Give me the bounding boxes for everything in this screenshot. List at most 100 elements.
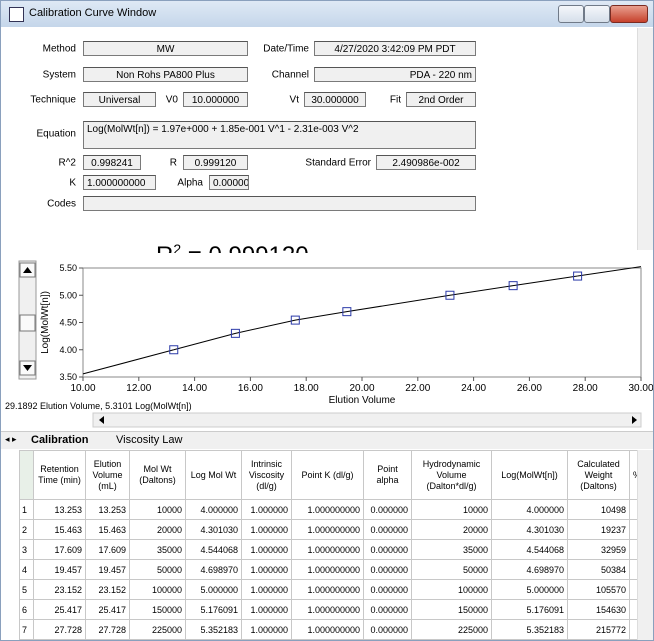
- form-panel: R2 = 0.999120 MethodMWDate/Time4/27/2020…: [1, 28, 637, 269]
- row-number: 2: [19, 519, 34, 540]
- close-button[interactable]: [610, 5, 648, 23]
- cell: 35000: [411, 539, 492, 560]
- y-tick-label: 3.50: [59, 372, 77, 382]
- field-value: 4/27/2020 3:42:09 PM PDT: [314, 41, 476, 56]
- data-point: [230, 328, 240, 338]
- tab-nav[interactable]: ◂ ▸: [5, 434, 17, 444]
- field-label: Vt: [289, 94, 299, 106]
- column-header: Point alpha: [363, 450, 412, 500]
- cell: 1.000000: [241, 579, 292, 600]
- cell: 225000: [411, 619, 492, 640]
- cell: 1.000000: [241, 559, 292, 580]
- field-label: V0: [165, 94, 178, 106]
- field-value: 2.490986e-002: [376, 155, 476, 170]
- app-icon: [9, 7, 24, 22]
- form-scrollbar[interactable]: [637, 28, 653, 250]
- row-number: 4: [19, 559, 34, 580]
- column-header: Point K (dl/g): [291, 450, 364, 500]
- x-tick-label: 30.00: [628, 383, 653, 394]
- y-tick-label: 4.50: [59, 318, 77, 328]
- cell: 1.000000000: [291, 539, 364, 560]
- minimize-button[interactable]: [558, 5, 584, 23]
- data-point: [342, 307, 352, 317]
- x-tick-label: 18.00: [294, 383, 319, 394]
- cell: 10498: [567, 499, 630, 520]
- cell: 100000: [129, 579, 186, 600]
- y-tick-label: 4.00: [59, 345, 77, 355]
- field-value: 10.000000: [183, 92, 248, 107]
- cell: 1.000000000: [291, 619, 364, 640]
- row-number: 5: [19, 579, 34, 600]
- cell: 27.728: [33, 619, 86, 640]
- field-value: 0.999120: [183, 155, 248, 170]
- field-label: Method: [42, 43, 76, 55]
- cell: 4.000000: [491, 499, 568, 520]
- field-value: 1.000000000: [83, 175, 156, 190]
- table-row: 6 25.417 25.417 150000 5.176091 1.000000 1.000…: [19, 599, 646, 620]
- column-header: Elution Volume (mL): [85, 450, 130, 500]
- cell: 10000: [129, 499, 186, 520]
- cell: 25.417: [85, 599, 130, 620]
- field-value: [83, 196, 476, 211]
- cell: 1.000000: [241, 499, 292, 520]
- row-number: 6: [19, 599, 34, 620]
- data-point: [508, 281, 518, 291]
- cell: 4.000000: [185, 499, 242, 520]
- cell: 5.176091: [491, 599, 568, 620]
- cell: 50000: [129, 559, 186, 580]
- field-label: R^2: [58, 157, 76, 169]
- cell: 1.000000: [241, 599, 292, 620]
- cell: 20000: [411, 519, 492, 540]
- column-header: Log Mol Wt: [185, 450, 242, 500]
- field-label: System: [42, 69, 76, 81]
- x-tick-label: 28.00: [573, 383, 598, 394]
- cell: 5.176091: [185, 599, 242, 620]
- cell: 20000: [129, 519, 186, 540]
- x-tick-label: 16.00: [238, 383, 263, 394]
- field-value: 0.000000: [209, 175, 249, 190]
- cell: 0.000000: [363, 539, 412, 560]
- x-tick-label: 14.00: [182, 383, 207, 394]
- x-tick-label: 12.00: [126, 383, 151, 394]
- field-value: Non Rohs PA800 Plus: [83, 67, 248, 82]
- field-label: Codes: [47, 198, 76, 210]
- x-axis-label: Elution Volume: [329, 395, 396, 406]
- cell: 4.698970: [491, 559, 568, 580]
- table-scrollbar[interactable]: [637, 450, 653, 640]
- cell: 19237: [567, 519, 630, 540]
- column-header: Retention Time (min): [33, 450, 86, 500]
- cell: 23.152: [85, 579, 130, 600]
- cell: 0.000000: [363, 599, 412, 620]
- field-label: Date/Time: [263, 43, 309, 55]
- cell: 150000: [129, 599, 186, 620]
- data-point: [445, 290, 455, 300]
- column-header: Calculated Weight (Daltons): [567, 450, 630, 500]
- cell: 25.417: [33, 599, 86, 620]
- field-value: MW: [83, 41, 248, 56]
- tab[interactable]: Calibration: [31, 434, 89, 446]
- field-label: Standard Error: [305, 157, 371, 169]
- cell: 154630: [567, 599, 630, 620]
- header-row: Retention Time (min) Elution Volume (mL) M…: [19, 450, 646, 500]
- scroll-thumb: [19, 314, 36, 332]
- cell: 150000: [411, 599, 492, 620]
- cell: 1.000000: [241, 539, 292, 560]
- cell: 32959: [567, 539, 630, 560]
- maximize-button[interactable]: [584, 5, 610, 23]
- cell: 15.463: [33, 519, 86, 540]
- field-label: R: [169, 157, 177, 169]
- column-header: Mol Wt (Daltons): [129, 450, 186, 500]
- tab[interactable]: Viscosity Law: [116, 434, 183, 446]
- x-tick-label: 22.00: [405, 383, 430, 394]
- field-value: PDA - 220 nm: [314, 67, 476, 82]
- cell: 50384: [567, 559, 630, 580]
- table-row: 3 17.609 17.609 35000 4.544068 1.000000 1.0000…: [19, 539, 646, 560]
- cell: 105570: [567, 579, 630, 600]
- cell: 19.457: [33, 559, 86, 580]
- cell: 100000: [411, 579, 492, 600]
- table-row: 4 19.457 19.457 50000 4.698970 1.000000 1.0000…: [19, 559, 646, 580]
- x-tick-label: 24.00: [461, 383, 486, 394]
- x-tick-label: 26.00: [517, 383, 542, 394]
- cell: 50000: [411, 559, 492, 580]
- column-header: Intrinsic Viscosity (dl/g): [241, 450, 292, 500]
